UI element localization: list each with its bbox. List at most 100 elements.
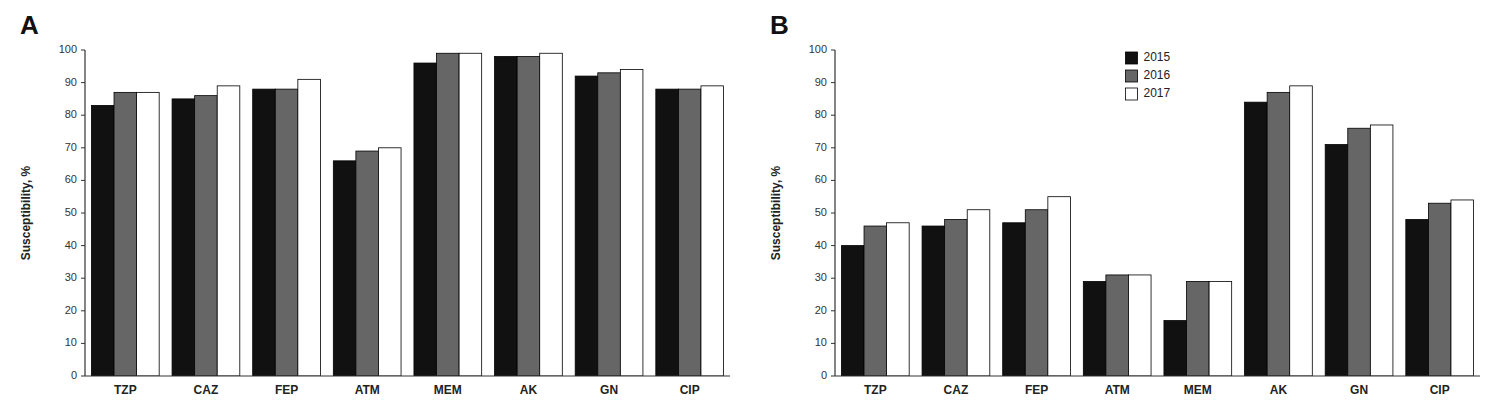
bar bbox=[517, 57, 540, 376]
y-tick-label: 40 bbox=[815, 239, 827, 251]
bar bbox=[656, 89, 679, 376]
bar bbox=[678, 89, 701, 376]
bar bbox=[253, 89, 276, 376]
y-tick-label: 20 bbox=[65, 304, 77, 316]
x-tick-label: AK bbox=[1270, 383, 1288, 397]
bar bbox=[1128, 275, 1151, 376]
x-tick-label: ATM bbox=[1105, 383, 1130, 397]
bar bbox=[1209, 281, 1232, 376]
bar bbox=[1245, 102, 1268, 376]
bar bbox=[1048, 197, 1071, 376]
y-tick bbox=[831, 343, 835, 344]
figure: 0102030405060708090100TZPCAZFEPATMMEMAKG… bbox=[0, 0, 1500, 416]
bar bbox=[1428, 203, 1451, 376]
y-tick bbox=[81, 310, 85, 311]
x-tick-label: CIP bbox=[1430, 383, 1450, 397]
y-tick-label: 80 bbox=[65, 108, 77, 120]
x-tick-label: FEP bbox=[1025, 383, 1048, 397]
bar bbox=[1290, 86, 1313, 376]
bar bbox=[1187, 281, 1210, 376]
y-tick-label: 90 bbox=[815, 76, 827, 88]
y-axis-label: Susceptibility, % bbox=[19, 165, 33, 260]
x-tick-label: AK bbox=[520, 383, 538, 397]
y-tick bbox=[81, 147, 85, 148]
y-tick bbox=[81, 180, 85, 181]
legend-swatch bbox=[1126, 88, 1138, 100]
x-tick-label: TZP bbox=[864, 383, 887, 397]
y-tick bbox=[81, 376, 85, 377]
x-tick-label: CAZ bbox=[944, 383, 969, 397]
bar bbox=[841, 246, 864, 376]
bar bbox=[172, 99, 195, 376]
legend-swatch bbox=[1126, 52, 1138, 64]
bar bbox=[540, 53, 563, 376]
y-tick-label: 100 bbox=[59, 43, 77, 55]
y-tick-label: 80 bbox=[815, 108, 827, 120]
y-tick-label: 40 bbox=[65, 239, 77, 251]
bar bbox=[137, 92, 160, 376]
y-tick-label: 50 bbox=[815, 206, 827, 218]
bars bbox=[91, 53, 723, 376]
y-tick bbox=[831, 50, 835, 51]
bar bbox=[620, 70, 643, 376]
y-tick bbox=[831, 376, 835, 377]
bar bbox=[1025, 210, 1048, 376]
y-tick bbox=[831, 115, 835, 116]
y-tick bbox=[831, 147, 835, 148]
y-tick-label: 10 bbox=[65, 336, 77, 348]
legend: 201520162017 bbox=[1126, 50, 1171, 100]
y-tick bbox=[81, 343, 85, 344]
y-tick bbox=[831, 245, 835, 246]
bar bbox=[1003, 223, 1026, 376]
x-tick-label: GN bbox=[600, 383, 618, 397]
bar bbox=[945, 220, 968, 376]
x-tick-label: MEM bbox=[434, 383, 462, 397]
x-tick-label: GN bbox=[1350, 383, 1368, 397]
bar bbox=[91, 105, 114, 376]
legend-label: 2015 bbox=[1144, 50, 1171, 64]
x-tick-label: FEP bbox=[275, 383, 298, 397]
y-tick-label: 0 bbox=[71, 369, 77, 381]
y-tick-label: 20 bbox=[815, 304, 827, 316]
y-tick-label: 70 bbox=[815, 141, 827, 153]
y-tick-label: 60 bbox=[65, 173, 77, 185]
bar bbox=[1406, 220, 1429, 376]
bar bbox=[1267, 92, 1290, 376]
x-tick-label: CIP bbox=[680, 383, 700, 397]
bar bbox=[887, 223, 910, 376]
bar bbox=[333, 161, 356, 376]
y-tick bbox=[81, 115, 85, 116]
bar bbox=[495, 57, 518, 376]
bar bbox=[378, 148, 401, 376]
bar bbox=[1370, 125, 1393, 376]
bar bbox=[195, 96, 218, 376]
bar bbox=[598, 73, 621, 376]
bar bbox=[114, 92, 137, 376]
bar bbox=[217, 86, 240, 376]
bar bbox=[414, 63, 437, 376]
y-tick bbox=[81, 82, 85, 83]
y-tick bbox=[831, 213, 835, 214]
bar bbox=[1348, 128, 1371, 376]
y-tick bbox=[81, 245, 85, 246]
y-tick bbox=[831, 278, 835, 279]
bar bbox=[1325, 145, 1348, 376]
y-tick bbox=[831, 82, 835, 83]
panel-title: B bbox=[770, 10, 789, 40]
panel: 0102030405060708090100TZPCAZFEPATMMEMAKG… bbox=[769, 10, 1480, 397]
x-tick-label: MEM bbox=[1184, 383, 1212, 397]
x-tick-label: ATM bbox=[355, 383, 380, 397]
bar bbox=[1106, 275, 1129, 376]
y-tick-label: 10 bbox=[815, 336, 827, 348]
bar bbox=[356, 151, 379, 376]
x-axis-line bbox=[835, 375, 1480, 376]
y-tick bbox=[831, 180, 835, 181]
x-tick-label: TZP bbox=[114, 383, 137, 397]
y-tick-label: 60 bbox=[815, 173, 827, 185]
bar bbox=[922, 226, 945, 376]
y-tick bbox=[81, 213, 85, 214]
legend-label: 2017 bbox=[1144, 86, 1171, 100]
bar bbox=[298, 79, 321, 376]
y-tick bbox=[81, 50, 85, 51]
bar bbox=[701, 86, 724, 376]
